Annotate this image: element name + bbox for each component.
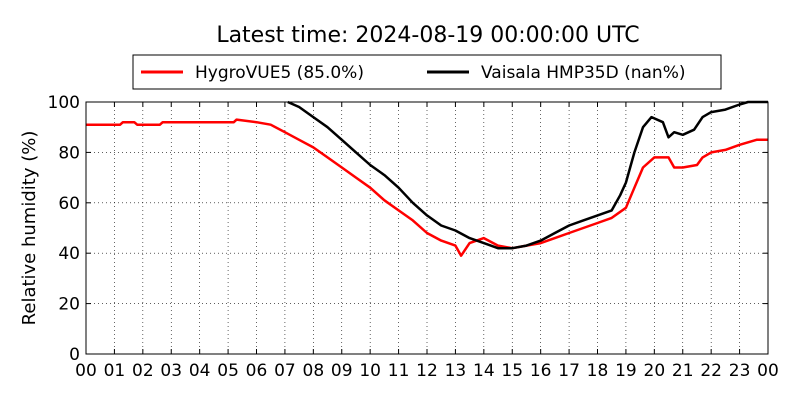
y-tick-label: 0 <box>69 345 80 365</box>
y-tick-label: 80 <box>58 143 80 163</box>
y-tick-label: 40 <box>58 244 80 264</box>
legend: HygroVUE5 (85.0%) Vaisala HMP35D (nan%) <box>132 54 722 90</box>
chart-title: Latest time: 2024-08-19 00:00:00 UTC <box>216 23 639 48</box>
legend-label-hygrovue5: HygroVUE5 (85.0%) <box>195 63 364 83</box>
x-tick-label: 05 <box>217 361 239 381</box>
x-tick-label: 20 <box>644 361 666 381</box>
x-tick-label: 13 <box>445 361 467 381</box>
x-tick-label: 04 <box>189 361 211 381</box>
vaisala-series-line <box>287 100 768 250</box>
x-tick-label: 17 <box>558 361 580 381</box>
x-tick-label: 19 <box>615 361 637 381</box>
x-tick-label: 11 <box>388 361 410 381</box>
x-tick-label: 02 <box>132 361 154 381</box>
x-tick-label: 07 <box>274 361 296 381</box>
x-tick-label: 00 <box>75 361 97 381</box>
x-tick-label: 06 <box>246 361 268 381</box>
x-tick-label: 03 <box>160 361 182 381</box>
y-tick-label: 60 <box>58 194 80 214</box>
y-tick-label: 100 <box>48 93 80 113</box>
x-tick-label: 12 <box>416 361 438 381</box>
x-tick-label: 18 <box>587 361 609 381</box>
x-tick-label: 22 <box>700 361 722 381</box>
x-tick-label: 21 <box>672 361 694 381</box>
y-axis: 0 20 40 60 80 100 <box>48 93 768 365</box>
x-tick-label: 14 <box>473 361 495 381</box>
y-axis-label: Relative humidity (%) <box>19 131 40 326</box>
x-axis: 00 01 02 03 04 05 06 07 08 09 10 11 12 13 14 15 16 17 18 19… <box>75 102 779 381</box>
x-tick-label: 10 <box>359 361 381 381</box>
x-tick-label: 15 <box>501 361 523 381</box>
x-tick-label: 16 <box>530 361 552 381</box>
plot-area <box>86 100 768 257</box>
x-tick-label: 01 <box>104 361 126 381</box>
plot-frame <box>85 101 769 355</box>
legend-label-vaisala: Vaisala HMP35D (nan%) <box>481 63 685 83</box>
x-tick-label: 09 <box>331 361 353 381</box>
x-tick-label: 08 <box>303 361 325 381</box>
hygrovue5-series-line <box>86 118 768 257</box>
x-tick-label: 23 <box>729 361 751 381</box>
y-tick-label: 20 <box>58 295 80 315</box>
x-tick-label: 00 <box>757 361 779 381</box>
gridlines <box>86 102 768 354</box>
